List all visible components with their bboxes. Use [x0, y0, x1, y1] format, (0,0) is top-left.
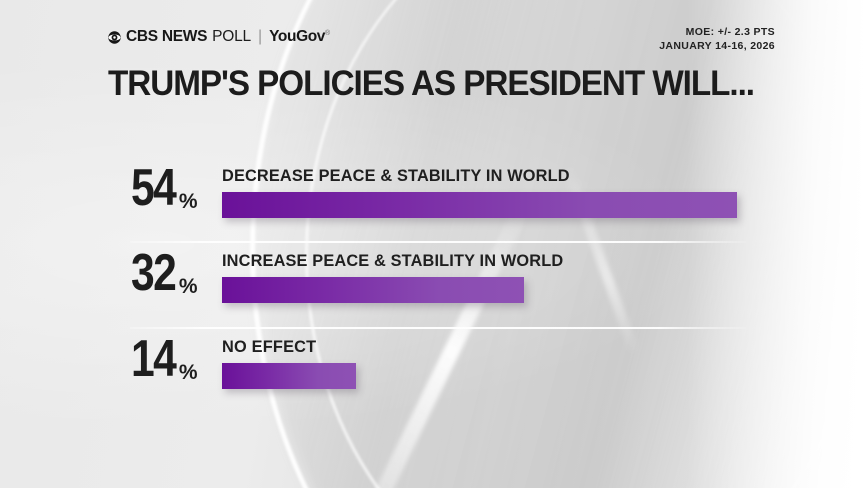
- page-title: TRUMP'S POLICIES AS PRESIDENT WILL...: [108, 64, 755, 103]
- row-label: NO EFFECT: [222, 338, 317, 356]
- poll-label: POLL: [212, 28, 251, 45]
- row-label: DECREASE PEACE & STABILITY IN WORLD: [222, 167, 570, 185]
- bar-fill: [222, 363, 356, 389]
- bar-track: [222, 192, 737, 218]
- cbs-news-label: CBS NEWS: [126, 28, 208, 45]
- percent-value: 32 %: [131, 247, 198, 299]
- moe-line: MOE: +/- 2.3 PTS: [685, 26, 775, 38]
- brand-lockup: CBS NEWS POLL | YouGov®: [108, 28, 330, 46]
- row-divider: [130, 241, 746, 243]
- percent-number: 54: [131, 159, 177, 217]
- percent-sign: %: [178, 190, 198, 213]
- yougov-label: YouGov®: [269, 28, 330, 45]
- cbs-eye-icon: [108, 30, 121, 44]
- percent-number: 32: [131, 244, 177, 302]
- row-divider: [130, 327, 746, 329]
- header: CBS NEWS POLL | YouGov® MOE: +/- 2.3 PTS…: [0, 0, 867, 62]
- bar-track: [222, 277, 524, 303]
- percent-sign: %: [178, 275, 198, 298]
- bar-fill: [222, 192, 737, 218]
- poll-date-line: JANUARY 14-16, 2026: [659, 40, 775, 52]
- percent-number: 14: [131, 330, 177, 388]
- bar-fill: [222, 277, 524, 303]
- percent-sign: %: [178, 361, 198, 384]
- percent-value: 54 %: [131, 162, 198, 214]
- percent-value: 14 %: [131, 333, 198, 385]
- bar-track: [222, 363, 356, 389]
- margin-of-error-note: MOE: +/- 2.3 PTS JANUARY 14-16, 2026: [659, 25, 775, 53]
- row-label: INCREASE PEACE & STABILITY IN WORLD: [222, 252, 564, 270]
- brand-separator: |: [257, 28, 263, 45]
